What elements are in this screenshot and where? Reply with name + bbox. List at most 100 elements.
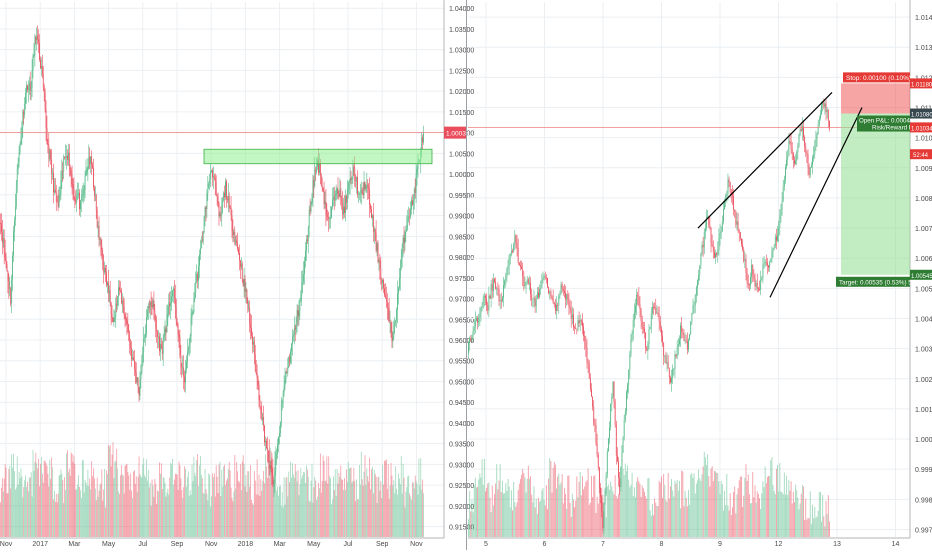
candle-body <box>754 278 756 287</box>
volume-bar <box>92 476 93 537</box>
candle-body <box>293 327 295 335</box>
volume-bar <box>326 456 328 537</box>
volume-bar <box>181 490 183 537</box>
volume-bar <box>570 516 572 537</box>
x-tick-label: 8 <box>660 541 664 548</box>
candle-body <box>334 195 336 201</box>
candle-body <box>780 210 782 216</box>
candle-body <box>657 312 659 315</box>
volume-bar <box>499 463 501 537</box>
candle-body <box>290 351 292 363</box>
volume-bar <box>147 470 149 537</box>
volume-bar <box>498 480 500 537</box>
volume-bar <box>9 465 11 537</box>
volume-bar <box>78 475 79 537</box>
candle-body <box>713 252 715 258</box>
volume-bar <box>195 476 197 537</box>
volume-bar <box>516 502 518 537</box>
volume-bar <box>296 481 298 537</box>
candle-body <box>702 244 704 248</box>
volume-bar <box>245 475 247 537</box>
candle-body <box>412 200 413 205</box>
candle-body <box>98 226 100 240</box>
y-tick-label: 0.99000 <box>449 214 474 221</box>
candle-body <box>306 239 308 242</box>
candle-body <box>515 235 517 243</box>
candle-body <box>797 146 799 153</box>
volume-bar <box>8 468 10 537</box>
candle-body <box>513 244 515 252</box>
stop-loss-zone[interactable] <box>841 83 910 114</box>
candle-body <box>799 128 801 135</box>
candle-body <box>772 248 774 251</box>
candle-body <box>814 146 816 155</box>
candle-body <box>301 282 303 295</box>
candle-body <box>679 339 680 345</box>
candle-body <box>358 194 359 195</box>
volume-bar <box>74 463 76 537</box>
candle-body <box>214 178 216 183</box>
volume-bar <box>105 507 106 537</box>
candle-body <box>756 283 758 288</box>
volume-bar <box>329 476 331 537</box>
candle-body <box>217 196 219 204</box>
candle-body <box>748 284 750 286</box>
candle-body <box>108 290 110 293</box>
candle-body <box>492 279 494 291</box>
volume-bar <box>693 473 695 537</box>
volume-bar <box>766 477 768 537</box>
candle-body <box>261 413 263 421</box>
volume-bar <box>372 493 374 537</box>
candle-body <box>396 310 398 321</box>
volume-bar <box>505 483 507 537</box>
volume-bar <box>625 471 627 537</box>
volume-bar <box>395 466 397 537</box>
candle-body <box>1 232 3 243</box>
volume-bar <box>558 473 560 537</box>
candle-body <box>187 351 188 362</box>
candle-body <box>398 288 399 294</box>
profit-target-zone[interactable] <box>841 113 910 275</box>
resistance-zone[interactable] <box>203 148 433 165</box>
candle-body <box>110 302 112 315</box>
candle-body <box>732 193 733 196</box>
volume-bar <box>648 477 650 537</box>
candle-body <box>798 134 800 147</box>
candle-body <box>656 312 658 314</box>
volume-bar <box>116 448 118 537</box>
volume-bar <box>753 497 755 537</box>
candle-body <box>573 314 574 328</box>
candle-body <box>271 468 273 475</box>
volume-bar <box>708 476 710 537</box>
volume-bar <box>175 474 177 537</box>
candle-body <box>38 39 40 44</box>
volume-bar <box>523 472 525 537</box>
candle-body <box>250 323 252 328</box>
volume-bar <box>186 477 188 537</box>
volume-bar <box>55 494 57 537</box>
y-tick-label: 0.95000 <box>449 379 474 386</box>
candle-body <box>291 343 292 352</box>
left-chart-pane[interactable]: 1.040001.035001.030001.025001.020001.015… <box>0 0 474 548</box>
candle-body <box>189 336 191 342</box>
pane-divider[interactable] <box>466 0 467 550</box>
candle-body <box>560 284 562 294</box>
volume-bar <box>607 484 609 537</box>
right-chart-pane[interactable]: 1.014001.013001.012001.011001.010001.009… <box>468 0 932 548</box>
volume-bar <box>414 475 416 537</box>
candle-body <box>421 137 423 150</box>
upper-trendline[interactable] <box>697 92 833 229</box>
candle-body <box>322 187 324 191</box>
volume-bar <box>363 471 365 537</box>
lower-trendline[interactable] <box>769 107 863 298</box>
candle-body <box>680 325 682 340</box>
volume-bar <box>40 463 41 537</box>
candle-body <box>478 317 480 323</box>
candle-body <box>676 346 678 357</box>
volume-bar <box>821 521 822 537</box>
volume-bar <box>507 478 509 537</box>
candle-body <box>620 467 622 487</box>
candle-body <box>566 294 568 300</box>
candle-body <box>383 279 384 289</box>
